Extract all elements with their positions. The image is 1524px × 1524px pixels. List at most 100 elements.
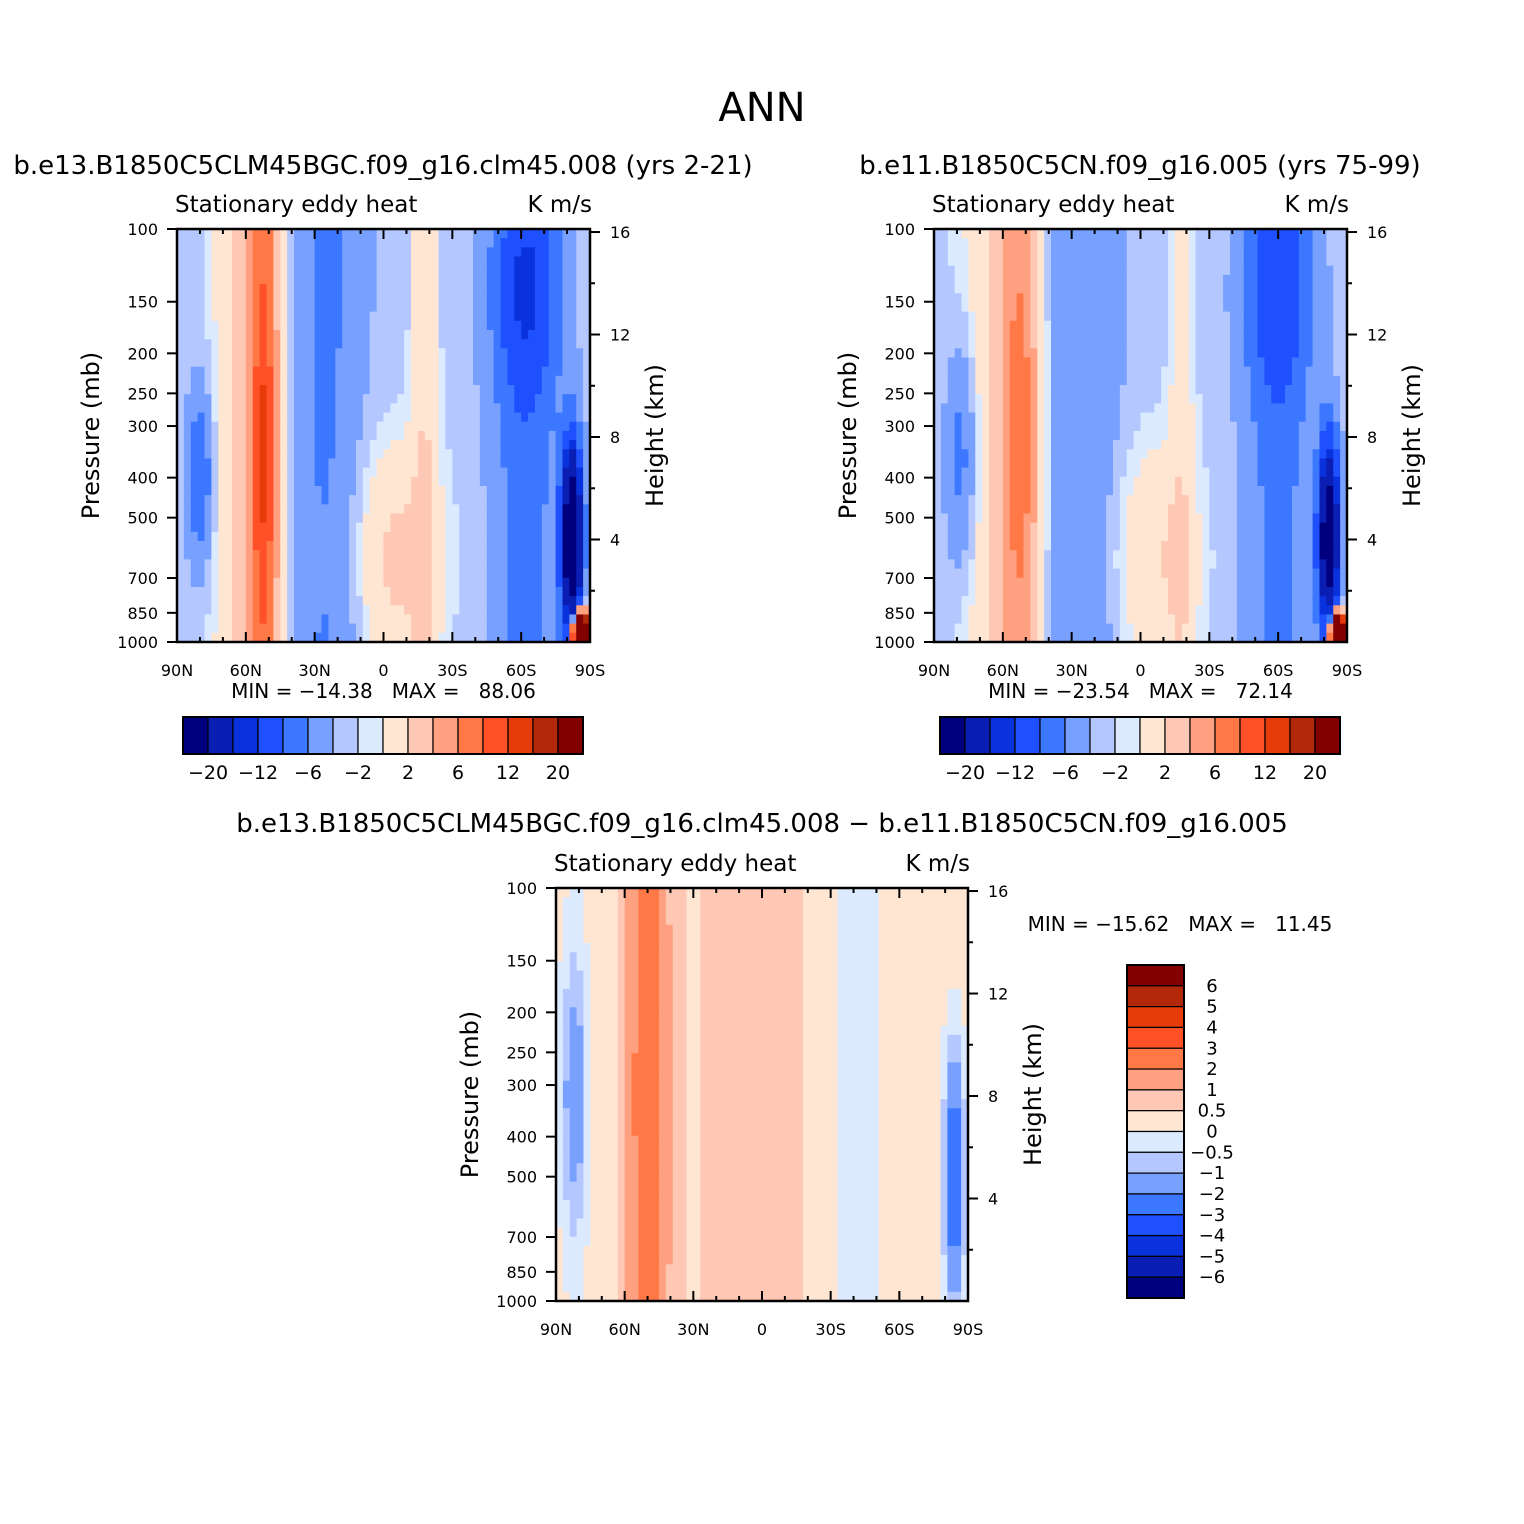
field-cell xyxy=(314,229,323,239)
field-cell xyxy=(507,394,515,404)
field-cell xyxy=(328,256,336,267)
field-cell xyxy=(397,559,405,570)
field-cell xyxy=(1340,467,1347,478)
field-cell xyxy=(1147,256,1155,267)
field-cell xyxy=(1319,284,1327,294)
field-cell xyxy=(1002,229,1011,239)
field-cell xyxy=(1009,238,1018,248)
field-cell xyxy=(995,421,1004,432)
field-cell xyxy=(1071,247,1080,258)
field-cell xyxy=(1181,531,1190,542)
field-cell xyxy=(294,247,302,258)
field-cell xyxy=(294,366,302,377)
field-cell xyxy=(225,293,233,304)
field-cell xyxy=(404,412,412,423)
field-cell xyxy=(321,485,330,496)
field-cell xyxy=(232,274,240,285)
field-cell xyxy=(300,458,309,469)
field-cell xyxy=(472,284,481,294)
field-cell xyxy=(390,485,398,496)
field-cell xyxy=(287,522,295,533)
field-cell xyxy=(541,320,550,331)
field-cell xyxy=(555,229,564,239)
field-cell xyxy=(1126,366,1135,377)
field-cell xyxy=(438,329,447,340)
field-cell xyxy=(947,421,956,432)
field-cell xyxy=(1133,522,1142,533)
field-cell xyxy=(1044,495,1052,505)
field-cell xyxy=(404,568,412,579)
field-cell xyxy=(424,605,433,616)
field-cell xyxy=(1298,385,1307,395)
field-cell xyxy=(569,320,577,331)
field-cell xyxy=(1312,284,1321,294)
field-cell xyxy=(390,550,398,560)
field-cell xyxy=(1092,531,1100,542)
field-cell xyxy=(183,513,192,524)
field-cell xyxy=(541,541,550,551)
field-cell xyxy=(459,348,467,359)
field-cell xyxy=(1243,375,1252,386)
field-cell xyxy=(225,256,233,267)
field-cell xyxy=(1016,449,1025,460)
field-cell xyxy=(1195,320,1204,331)
field-cell xyxy=(569,421,577,432)
field-cell xyxy=(280,550,288,560)
field-cell xyxy=(975,403,983,414)
field-cell xyxy=(211,366,219,377)
field-cell xyxy=(245,430,254,441)
field-cell xyxy=(493,522,502,533)
field-cell xyxy=(1064,467,1073,478)
field-cell xyxy=(995,476,1004,487)
field-cell xyxy=(300,293,309,304)
field-cell xyxy=(1223,229,1231,239)
colorbar-box xyxy=(282,716,309,755)
field-cell xyxy=(548,366,557,377)
field-cell xyxy=(238,458,247,469)
field-cell xyxy=(1285,284,1293,294)
field-cell xyxy=(177,385,185,395)
field-cell xyxy=(1223,385,1231,395)
field-cell xyxy=(583,623,590,634)
field-cell xyxy=(982,412,990,423)
field-cell xyxy=(500,522,508,533)
field-cell xyxy=(569,623,577,634)
field-cell xyxy=(349,632,357,642)
field-cell xyxy=(954,339,963,349)
field-cell xyxy=(321,458,330,469)
field-cell xyxy=(534,421,543,432)
field-cell xyxy=(1271,357,1279,368)
colorbar-box xyxy=(557,716,584,755)
field-cell xyxy=(1209,421,1217,432)
field-cell xyxy=(362,329,371,340)
field-cell xyxy=(218,522,226,533)
field-cell xyxy=(1264,265,1272,276)
field-cell xyxy=(576,229,584,239)
field-cell xyxy=(486,311,495,322)
field-cell xyxy=(1209,522,1217,533)
field-cell xyxy=(472,605,481,616)
field-cell xyxy=(259,329,268,340)
field-cell xyxy=(232,513,240,524)
field-cell xyxy=(555,476,564,487)
field-cell xyxy=(369,467,378,478)
field-cell xyxy=(225,403,233,414)
field-cell xyxy=(252,449,261,460)
field-cell xyxy=(197,293,206,304)
field-cell xyxy=(280,302,288,313)
field-cell xyxy=(548,238,557,248)
field-cell xyxy=(1229,229,1238,239)
field-cell xyxy=(534,265,543,276)
field-cell xyxy=(266,531,274,542)
field-cell xyxy=(232,568,240,579)
field-cell xyxy=(1126,348,1135,359)
field-cell xyxy=(397,467,405,478)
field-cell xyxy=(218,586,226,597)
field-cell xyxy=(273,504,281,515)
field-cell xyxy=(1085,412,1093,423)
field-cell xyxy=(1229,238,1238,248)
field-cell xyxy=(1030,541,1038,551)
field-cell xyxy=(266,412,274,423)
field-cell xyxy=(1236,320,1245,331)
field-cell xyxy=(266,403,274,414)
